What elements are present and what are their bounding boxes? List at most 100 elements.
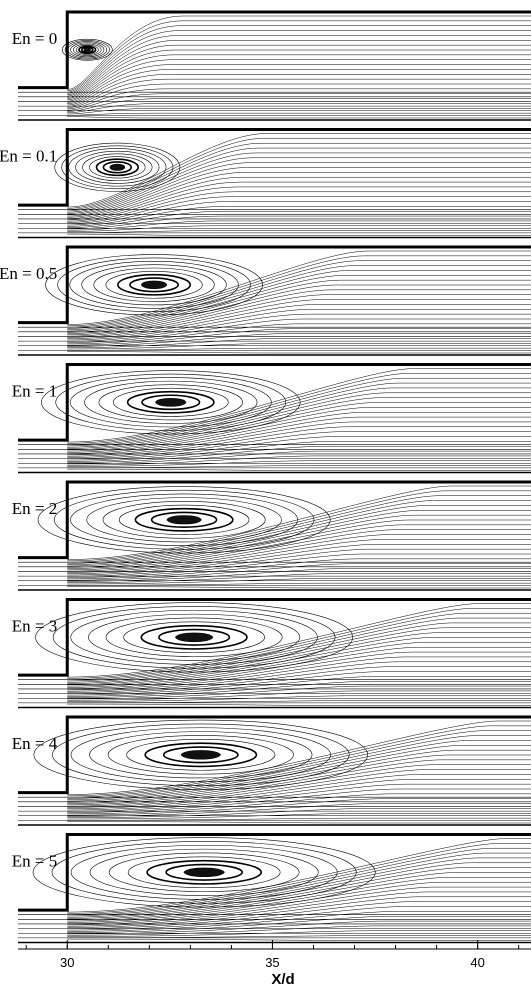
streamline [67,255,531,327]
vortex-streamline [52,606,336,669]
streamline [67,309,531,341]
panel-label: En = 2 [12,499,57,518]
vortex-streamline [98,384,243,421]
panel-label: En = 0 [12,29,57,48]
streamline [67,49,531,99]
vortex-streamline [51,841,357,904]
streamline [67,142,531,210]
streamline [67,468,531,471]
vortex-streamline [117,273,192,296]
vortex-streamline [134,507,234,532]
streamline [67,925,531,936]
channel-wall [18,715,531,795]
vortex-streamline [78,45,97,55]
flow-panel: En = 5 [12,833,531,944]
streamline [67,88,531,110]
vortex-streamline [102,161,133,174]
vortex-streamline [144,742,258,768]
streamline [67,74,531,106]
vortex-streamline [162,746,239,764]
streamline [67,373,531,444]
streamline [67,64,531,103]
streamline [67,862,531,919]
streamline [67,186,531,222]
streamline [67,586,531,589]
vortex-streamline [57,257,251,312]
streamline [67,920,531,935]
streamline [67,343,531,350]
panel-label: En = 5 [12,851,57,870]
streamline [67,98,531,112]
flow-panel: En = 0.5 [0,245,531,356]
streamline [67,387,531,448]
streamline [67,803,531,817]
x-axis-ticks: 30 35 40 [25,940,520,970]
streamline [67,421,531,457]
streamline [67,15,531,90]
vortex-streamline [54,142,181,192]
vortex-core [109,164,125,171]
streamline [67,313,531,342]
streamline [67,671,531,696]
streamline [67,764,531,807]
vortex-streamline [126,390,215,414]
streamline [67,25,531,93]
vortex-streamline [82,153,153,182]
streamline [67,514,531,568]
streamline [67,225,531,232]
streamline [67,783,531,812]
streamline [67,930,531,937]
streamline [67,788,531,813]
streamline [67,40,531,97]
vortex-streamline [70,609,318,665]
streamline [67,534,531,573]
vortex-streamline [141,394,201,411]
streamline [67,333,531,347]
vortex-streamline [89,156,146,179]
streamline [67,138,531,209]
vortex-streamline [127,856,281,889]
panel-label: En = 4 [12,734,58,753]
streamline [67,460,531,467]
x-axis-tick-label: 35 [265,955,279,970]
streamline [67,416,531,456]
vortex-streamline [70,844,338,900]
vortex-streamline [118,504,250,535]
streamline [67,558,531,580]
streamline [67,632,531,686]
streamline [67,769,531,808]
streamline [67,270,531,330]
streamline [67,436,531,461]
vortex-streamline [165,863,243,881]
streamline [67,813,531,820]
streamline [67,938,531,941]
streamline [67,666,531,695]
streamline [67,250,531,325]
streamline [67,44,531,98]
vortex-streamline [108,852,300,892]
x-axis-tick-label: 40 [470,955,484,970]
streamline [67,690,531,701]
vortex-streamline [105,271,203,299]
vortex-streamline [69,260,239,309]
x-axis: 30 35 40 X/d [18,940,531,987]
streamline [67,911,531,932]
vortex-core [183,868,225,877]
streamline [67,485,531,560]
streamline [67,568,531,582]
streamline [67,116,531,119]
streamline [67,445,531,463]
streamline [67,30,531,94]
vortex-streamline [64,40,110,60]
streamline [67,896,531,928]
vortex-core [166,515,202,524]
streamline [67,749,531,803]
streamline [67,465,531,469]
vortex-streamline [53,489,315,550]
streamline [67,510,531,567]
streamline [67,915,531,933]
vortex-streamline [33,719,369,790]
streamline [67,78,531,107]
streamline [67,206,531,227]
streamline [67,157,531,214]
